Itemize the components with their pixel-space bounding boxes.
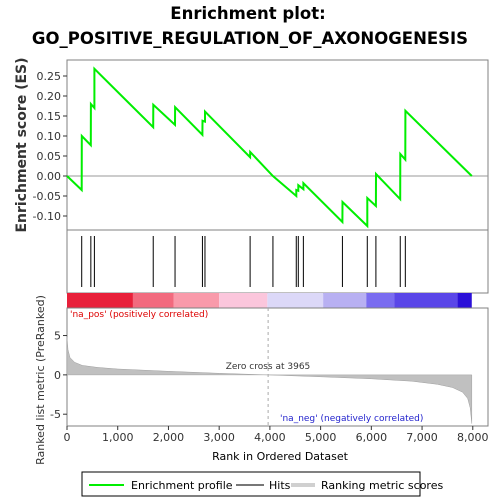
neg-label: 'na_neg' (negatively correlated) [280, 414, 423, 424]
colorbar-segment [323, 293, 366, 308]
colorbar-segment [458, 293, 472, 308]
rank-xlabel: Rank in Ordered Dataset [212, 450, 349, 463]
es-ytick-label: 0.20 [37, 90, 62, 103]
es-panel-frame [67, 60, 488, 230]
es-ylabel: Enrichment score (ES) [14, 57, 30, 232]
es-ytick-label: 0.10 [37, 130, 62, 143]
rank-xtick-label: 7,000 [406, 431, 438, 444]
legend-enrichment-label: Enrichment profile [131, 479, 233, 492]
rank-xtick-label: 3,000 [203, 431, 235, 444]
zero-cross-label: Zero cross at 3965 [226, 362, 311, 372]
legend-metric-label: Ranking metric scores [321, 479, 443, 492]
legend-hits-label: Hits [269, 479, 291, 492]
colorbar-segment [394, 293, 457, 308]
es-ytick-label: 0.15 [37, 110, 62, 123]
colorbar-segment [366, 293, 394, 308]
rank-xtick-label: 0 [64, 431, 71, 444]
es-ytick-label: 0.25 [37, 70, 62, 83]
rank-xtick-label: 6,000 [356, 431, 388, 444]
colorbar-segment [133, 293, 174, 308]
colorbar-segment [67, 293, 133, 308]
rank-ytick-label: 0 [54, 369, 61, 382]
rank-xtick-label: 5,000 [305, 431, 337, 444]
colorbar-segment [174, 293, 220, 308]
rank-xtick-label: 2,000 [153, 431, 185, 444]
pos-label: 'na_pos' (positively correlated) [70, 310, 208, 320]
rank-xtick-label: 1,000 [102, 431, 134, 444]
es-ytick-label: 0.05 [37, 150, 62, 163]
colorbar-segment [267, 293, 323, 308]
rank-xtick-label: 4,000 [254, 431, 286, 444]
hits-panel-frame [67, 230, 488, 293]
colorbar-segment [219, 293, 267, 308]
rank-ylabel: Ranked list metric (PreRanked) [34, 295, 47, 465]
es-ytick-label: -0.10 [33, 210, 61, 223]
es-ytick-label: 0.00 [37, 170, 62, 183]
chart-title-line2: GO_POSITIVE_REGULATION_OF_AXONOGENESIS [32, 29, 468, 48]
chart-title-line1: Enrichment plot: [170, 4, 325, 23]
es-ytick-label: -0.05 [33, 190, 61, 203]
rank-xtick-label: 8,000 [457, 431, 489, 444]
rank-ytick-label: 5 [54, 330, 61, 343]
rank-ytick-label: -5 [50, 408, 61, 421]
